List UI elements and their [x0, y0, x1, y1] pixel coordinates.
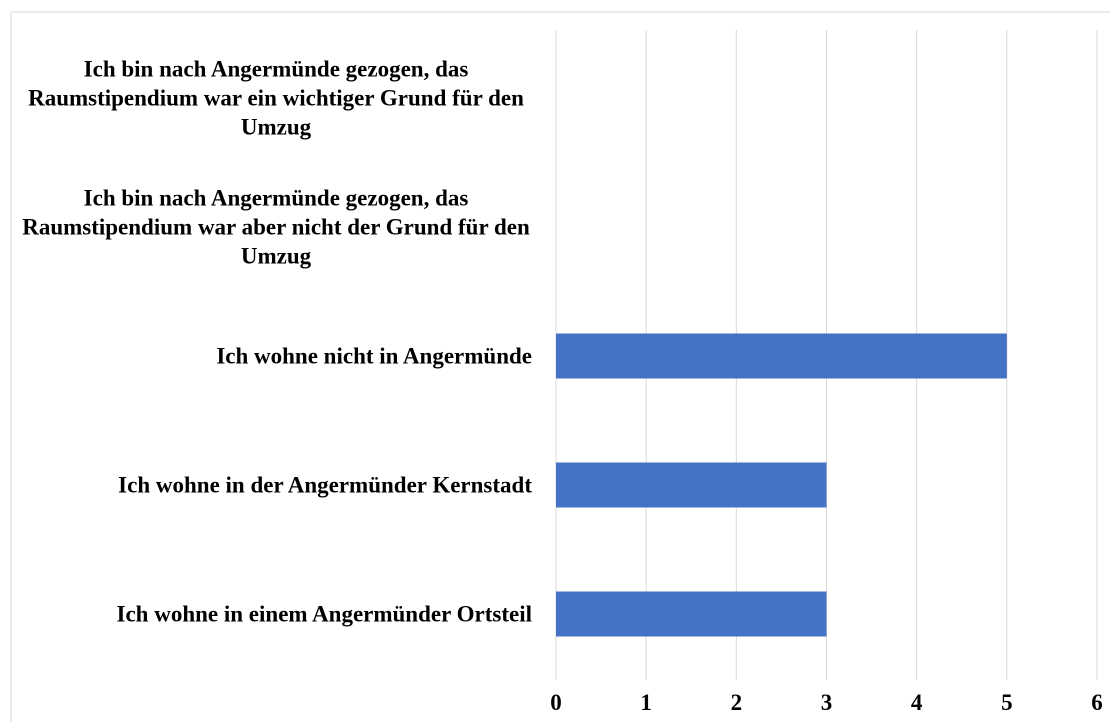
- y-tick-label: Ich bin nach Angermünde gezogen, das Rau…: [28, 56, 524, 140]
- category-label-box: Ich bin nach Angermünde gezogen, das Rau…: [20, 184, 532, 271]
- bar: [556, 462, 827, 508]
- x-tick-label: 1: [640, 690, 652, 715]
- x-tick-label: 6: [1091, 690, 1103, 715]
- x-tick-label: 4: [911, 690, 923, 715]
- x-tick-label: 3: [821, 690, 833, 715]
- chart-frame: [10, 11, 1110, 722]
- y-tick-label: Ich wohne in der Angermünder Kernstadt: [118, 472, 532, 498]
- y-tick-label: Ich bin nach Angermünde gezogen, das Rau…: [22, 185, 530, 269]
- x-tick-label: 0: [550, 690, 562, 715]
- bar: [556, 333, 1007, 379]
- category-label-box: Ich wohne nicht in Angermünde: [20, 342, 532, 371]
- category-label-box: Ich wohne in einem Angermünder Ortsteil: [20, 600, 532, 629]
- x-tick-label: 2: [731, 690, 743, 715]
- y-tick-label: Ich wohne in einem Angermünder Ortsteil: [116, 601, 532, 627]
- category-label-box: Ich wohne in der Angermünder Kernstadt: [20, 471, 532, 500]
- bar: [556, 591, 827, 637]
- y-tick-label: Ich wohne nicht in Angermünde: [216, 343, 532, 369]
- x-tick-label: 5: [1001, 690, 1013, 715]
- category-label-box: Ich bin nach Angermünde gezogen, das Rau…: [20, 55, 532, 142]
